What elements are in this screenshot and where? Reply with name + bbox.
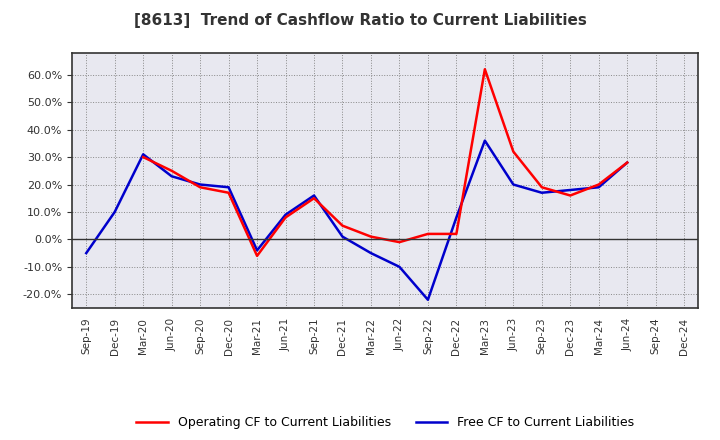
Free CF to Current Liabilities bbox=[110, 209, 119, 215]
Free CF to Current Liabilities bbox=[282, 212, 290, 217]
Operating CF to Current Liabilities bbox=[509, 149, 518, 154]
Operating CF to Current Liabilities bbox=[366, 234, 375, 239]
Operating CF to Current Liabilities bbox=[595, 182, 603, 187]
Free CF to Current Liabilities bbox=[167, 174, 176, 179]
Operating CF to Current Liabilities bbox=[139, 154, 148, 160]
Free CF to Current Liabilities bbox=[196, 182, 204, 187]
Free CF to Current Liabilities bbox=[480, 138, 489, 143]
Operating CF to Current Liabilities bbox=[623, 160, 631, 165]
Free CF to Current Liabilities bbox=[509, 182, 518, 187]
Operating CF to Current Liabilities bbox=[423, 231, 432, 237]
Operating CF to Current Liabilities bbox=[253, 253, 261, 259]
Free CF to Current Liabilities bbox=[338, 234, 347, 239]
Free CF to Current Liabilities bbox=[139, 152, 148, 157]
Line: Operating CF to Current Liabilities: Operating CF to Current Liabilities bbox=[143, 69, 627, 256]
Operating CF to Current Liabilities bbox=[196, 185, 204, 190]
Free CF to Current Liabilities bbox=[595, 185, 603, 190]
Free CF to Current Liabilities bbox=[452, 215, 461, 220]
Free CF to Current Liabilities bbox=[225, 185, 233, 190]
Operating CF to Current Liabilities bbox=[452, 231, 461, 237]
Operating CF to Current Liabilities bbox=[537, 185, 546, 190]
Free CF to Current Liabilities bbox=[82, 250, 91, 256]
Free CF to Current Liabilities bbox=[537, 190, 546, 195]
Free CF to Current Liabilities bbox=[310, 193, 318, 198]
Legend: Operating CF to Current Liabilities, Free CF to Current Liabilities: Operating CF to Current Liabilities, Fre… bbox=[131, 411, 639, 434]
Operating CF to Current Liabilities bbox=[310, 196, 318, 201]
Line: Free CF to Current Liabilities: Free CF to Current Liabilities bbox=[86, 141, 627, 300]
Free CF to Current Liabilities bbox=[395, 264, 404, 269]
Free CF to Current Liabilities bbox=[253, 248, 261, 253]
Operating CF to Current Liabilities bbox=[338, 223, 347, 228]
Operating CF to Current Liabilities bbox=[282, 215, 290, 220]
Operating CF to Current Liabilities bbox=[566, 193, 575, 198]
Operating CF to Current Liabilities bbox=[225, 190, 233, 195]
Free CF to Current Liabilities bbox=[623, 160, 631, 165]
Operating CF to Current Liabilities bbox=[480, 66, 489, 72]
Operating CF to Current Liabilities bbox=[167, 168, 176, 173]
Free CF to Current Liabilities bbox=[566, 187, 575, 193]
Free CF to Current Liabilities bbox=[366, 250, 375, 256]
Free CF to Current Liabilities bbox=[423, 297, 432, 302]
Text: [8613]  Trend of Cashflow Ratio to Current Liabilities: [8613] Trend of Cashflow Ratio to Curren… bbox=[134, 13, 586, 28]
Operating CF to Current Liabilities bbox=[395, 239, 404, 245]
